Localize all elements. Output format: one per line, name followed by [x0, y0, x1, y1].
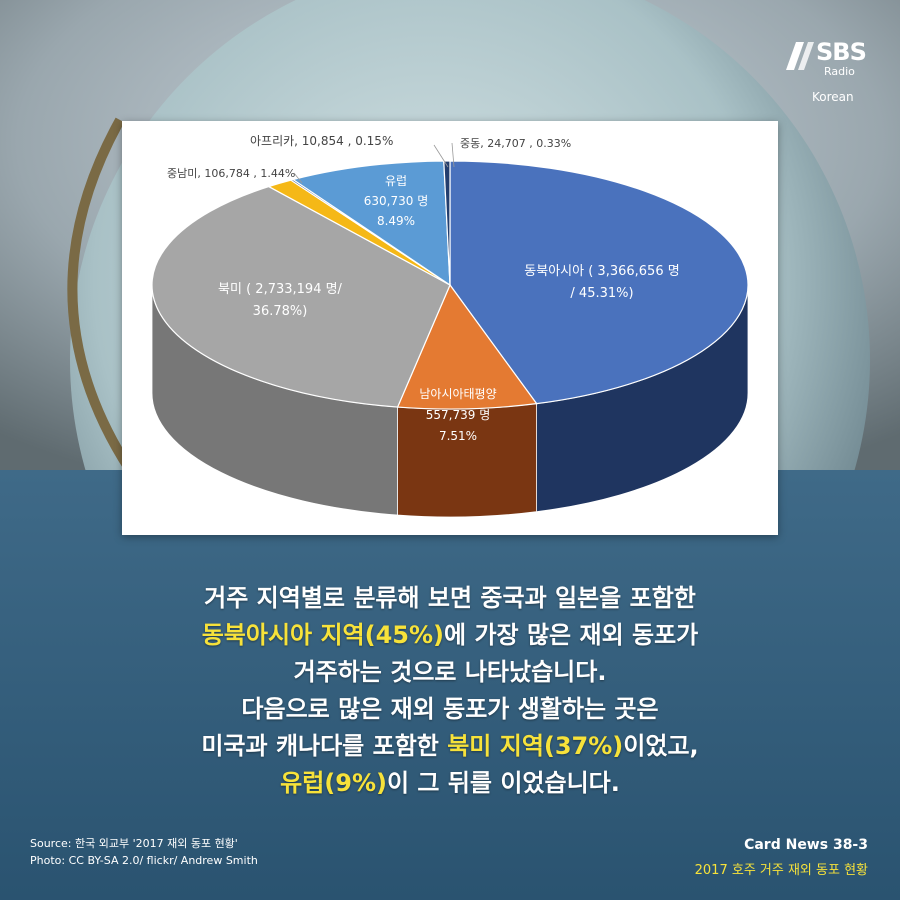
- caption-line-5: 미국과 캐나다를 포함한 북미 지역(37%)이었고,: [0, 728, 900, 765]
- brand-lang: Korean: [812, 90, 854, 104]
- leader-line: [451, 142, 455, 168]
- pie-labels: 동북아시아 ( 3,366,656 명/ 45.31%) 남아시아태평양 557,7…: [167, 134, 680, 443]
- slice-중동-label: 중동, 24,707 , 0.33%: [460, 137, 571, 150]
- card-subtitle: 2017 호주 거주 재외 동포 현황: [694, 863, 868, 878]
- sbs-wave-icon: [786, 42, 814, 70]
- brand-name: SBS: [816, 38, 867, 66]
- caption-line-5-post: 이었고,: [623, 732, 699, 760]
- slice-북미: [151, 185, 451, 408]
- slice-남아시아태평양-label: 남아시아태평양 557,739 명 7.51%: [419, 387, 496, 443]
- caption-highlight-north-america: 북미 지역(37%): [447, 732, 624, 760]
- slice-동북아시아: [449, 160, 749, 405]
- caption-line-6-post: 이 그 뒤를 이었습니다.: [386, 769, 620, 797]
- pie-chart: 동북아시아 ( 3,366,656 명/ 45.31%) 남아시아태평양 557,7…: [151, 134, 749, 518]
- pie-top: [151, 160, 749, 410]
- caption-highlight-europe: 유럽(9%): [280, 769, 387, 797]
- source-line: Source: 한국 외교부 '2017 재외 동포 현황': [30, 837, 238, 850]
- slice-동북아시아-label: 동북아시아 ( 3,366,656 명/ 45.31%): [524, 264, 679, 301]
- caption-line-3: 거주하는 것으로 나타났습니다.: [293, 658, 607, 686]
- caption-line-2: 동북아시아 지역(45%)에 가장 많은 재외 동포가: [0, 617, 900, 654]
- slice-남아시아태평양: [396, 283, 538, 410]
- slice-북미-label: 북미 ( 2,733,194 명/36.78%): [218, 282, 343, 319]
- photo-credit-line: Photo: CC BY-SA 2.0/ flickr/ Andrew Smit…: [30, 854, 258, 867]
- chart-card: 동북아시아 ( 3,366,656 명/ 45.31%) 남아시아태평양 557,7…: [122, 121, 778, 535]
- card-number: Card News 38-3: [744, 837, 868, 853]
- leader-line: [293, 172, 303, 184]
- brand-sub: Radio: [824, 65, 855, 78]
- slice-중남미-label: 중남미, 106,784 , 1.44%: [167, 167, 295, 180]
- caption-text: 거주 지역별로 분류해 보면 중국과 일본을 포함한 동북아시아 지역(45%)…: [0, 580, 900, 802]
- slice-아프리카-label: 아프리카, 10,854 , 0.15%: [250, 134, 393, 148]
- caption-line-6: 유럽(9%)이 그 뒤를 이었습니다.: [0, 765, 900, 802]
- source-credit: Source: 한국 외교부 '2017 재외 동포 현황' Photo: CC…: [30, 835, 258, 869]
- leader-line: [433, 144, 449, 168]
- slice-유럽: [291, 160, 451, 287]
- caption-highlight-northeast-asia: 동북아시아 지역(45%): [201, 621, 445, 649]
- caption-line-4: 다음으로 많은 재외 동포가 생활하는 곳은: [241, 695, 659, 723]
- caption-line-2-rest: 에 가장 많은 재외 동포가: [444, 621, 699, 649]
- caption-line-1: 거주 지역별로 분류해 보면 중국과 일본을 포함한: [204, 584, 696, 612]
- slice-유럽-label: 유럽 630,730 명 8.49%: [364, 174, 428, 228]
- sbs-logo: SBS Radio Korean: [782, 38, 882, 108]
- caption-line-5-pre: 미국과 캐나다를 포함한: [201, 732, 448, 760]
